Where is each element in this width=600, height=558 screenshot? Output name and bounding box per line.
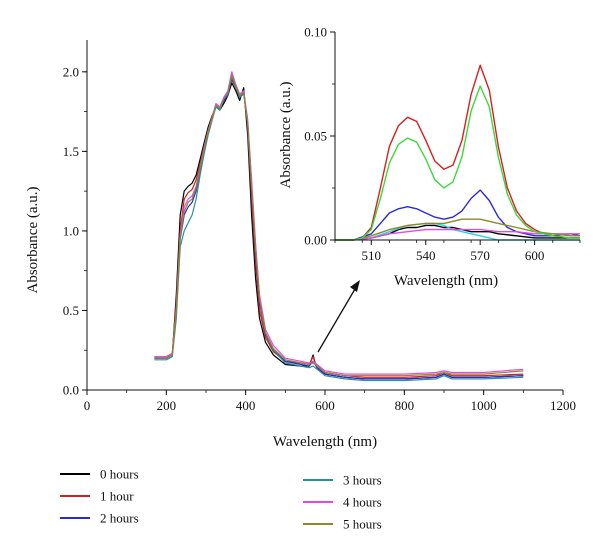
inset-series-line-5 (335, 218, 580, 241)
legend-label: 2 hours (100, 511, 139, 526)
inset-series-lines (335, 64, 581, 241)
main-axes: 0 200 400 600 800 1000 1200 0.0 0.5 1.0 1.5 2.0 (63, 40, 576, 413)
zoom-arrow (317, 280, 360, 353)
inset-y-tick-label: 0.00 (304, 233, 327, 248)
inset-y-tick-label: 0.10 (304, 25, 327, 40)
inset-series-line-0 (335, 224, 580, 241)
inset-x-axis-title: Wavelength (nm) (394, 273, 498, 289)
main-y-axis-title: Absorbance (a.u.) (25, 186, 41, 293)
main-y-tick-label: 2.0 (63, 64, 79, 79)
main-y-tick-label: 1.5 (63, 144, 79, 159)
main-y-tick-label: 1.0 (63, 223, 79, 238)
main-x-tick-label: 800 (395, 398, 415, 413)
legend: 0 hours 1 hour 2 hours 3 hours 4 hours 5 hour… (60, 467, 382, 532)
inset-series-line-1 (335, 64, 580, 241)
inset-axes: 510 540 570 600 0.00 0.05 0.10 (304, 25, 581, 263)
main-x-tick-label: 200 (157, 398, 177, 413)
inset-x-tick-label: 600 (525, 248, 545, 263)
main-y-tick-label: 0.0 (63, 383, 79, 398)
inset-series-line-6 (335, 85, 580, 241)
legend-label: 1 hour (100, 489, 134, 504)
main-chart: 0 200 400 600 800 1000 1200 0.0 0.5 1.0 1.5 2.0 Wav… (25, 40, 576, 450)
main-y-tick-label: 0.5 (63, 303, 79, 318)
main-x-tick-label: 400 (236, 398, 256, 413)
inset-y-axis-title: Absorbance (a.u.) (278, 81, 294, 188)
legend-label: 4 hours (343, 495, 382, 510)
inset-y-tick-label: 0.05 (304, 129, 327, 144)
inset-x-tick-label: 570 (470, 248, 490, 263)
inset-x-tick-label: 540 (416, 248, 436, 263)
main-series-lines (154, 71, 524, 382)
inset-chart: 510 540 570 600 0.00 0.05 0.10 Wavelength (nm)… (278, 25, 581, 289)
main-x-tick-label: 0 (84, 398, 91, 413)
inset-background (335, 32, 580, 240)
main-x-tick-label: 1200 (550, 398, 576, 413)
legend-label: 0 hours (100, 467, 139, 482)
main-x-tick-label: 1000 (471, 398, 497, 413)
main-x-tick-label: 600 (315, 398, 335, 413)
inset-x-tick-label: 510 (362, 248, 382, 263)
legend-label: 5 hours (343, 517, 382, 532)
main-x-axis-title: Wavelength (nm) (273, 434, 377, 450)
legend-label: 3 hours (343, 473, 382, 488)
main-series-line-5 (154, 74, 524, 377)
